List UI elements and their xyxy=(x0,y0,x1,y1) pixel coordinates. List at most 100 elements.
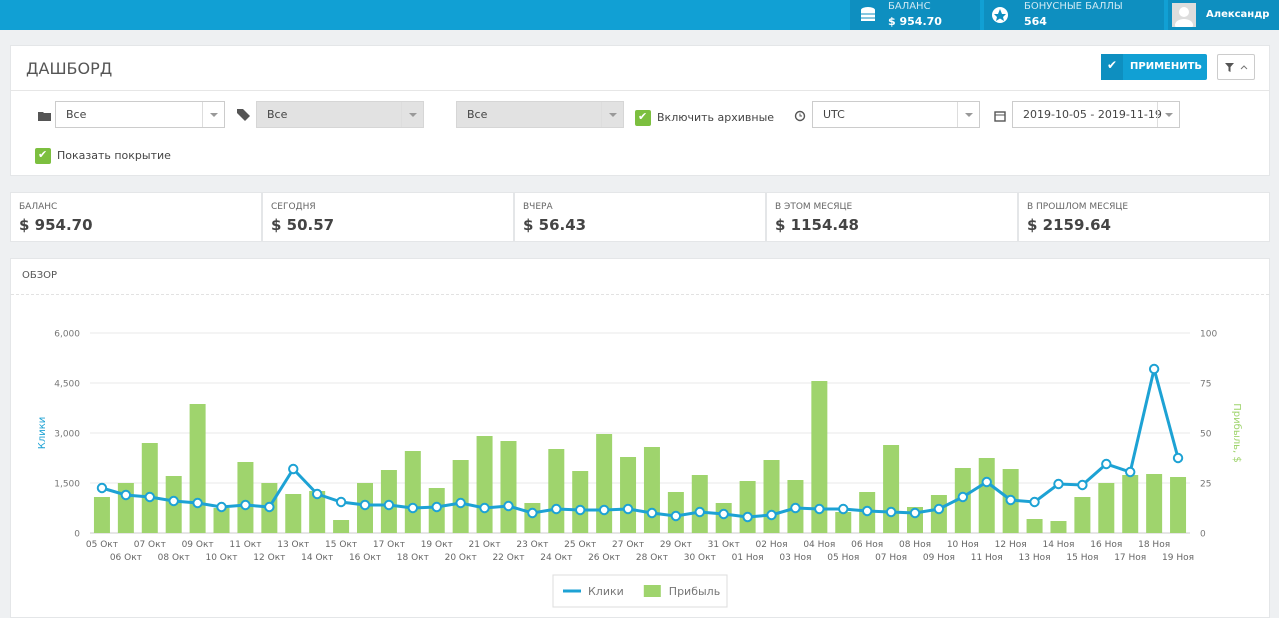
y-tick-label: 1,500 xyxy=(54,480,80,490)
bar xyxy=(237,462,254,533)
x-tick-label: 25 Окт xyxy=(564,540,596,550)
apply-button[interactable]: ✔ ПРИМЕНИТЬ xyxy=(1101,54,1207,80)
point xyxy=(838,503,849,515)
x-tick-label: 28 Окт xyxy=(636,553,668,563)
page-title: ДАШБОРД xyxy=(26,59,113,78)
overview-panel: ОБЗОР xyxy=(10,258,1270,618)
y-tick-label: 0 xyxy=(74,530,80,540)
x-tick-label: 14 Окт xyxy=(301,553,333,563)
y2-tick-label: 25 xyxy=(1200,480,1211,490)
y2-tick-label: 100 xyxy=(1200,330,1217,340)
x-tick-label: 09 Ноя xyxy=(923,553,955,563)
point xyxy=(216,501,227,513)
stat-card: В ПРОШЛОМ МЕСЯЦЕ $ 2159.64 xyxy=(1018,192,1270,242)
date-select[interactable]: 2019-10-05 - 2019-11-19 xyxy=(1012,101,1180,128)
point xyxy=(885,506,897,518)
x-tick-label: 30 Окт xyxy=(684,553,716,563)
bar xyxy=(978,458,995,533)
stat-value: $ 56.43 xyxy=(523,216,587,234)
stat-label: ВЧЕРА xyxy=(523,202,553,212)
x-tick-label: 11 Окт xyxy=(229,540,261,550)
point xyxy=(909,507,921,519)
point xyxy=(718,508,729,520)
point xyxy=(192,497,203,509)
y-tick-label: 3,000 xyxy=(54,430,80,440)
coverage-checkbox[interactable]: ✔ xyxy=(35,148,51,164)
x-tick-label: 29 Окт xyxy=(660,540,692,550)
point xyxy=(1005,494,1016,506)
point xyxy=(455,497,466,509)
x-tick-label: 27 Окт xyxy=(612,540,644,550)
x-tick-label: 12 Ноя xyxy=(995,540,1027,550)
calendar-icon xyxy=(994,111,1006,122)
third-select[interactable]: Все xyxy=(456,101,624,128)
point xyxy=(503,500,514,512)
x-tick-label: 31 Окт xyxy=(708,540,740,550)
select-value: Все xyxy=(66,108,87,121)
x-tick-label: 23 Окт xyxy=(516,540,548,550)
stat-value: $ 954.70 xyxy=(19,216,93,234)
bar xyxy=(452,460,469,533)
bar xyxy=(548,449,565,533)
x-tick-label: 11 Ноя xyxy=(971,553,1003,563)
point xyxy=(288,463,299,475)
x-tick-label: 04 Ноя xyxy=(803,540,835,550)
user-menu[interactable]: Александр xyxy=(1168,0,1279,30)
folder-select[interactable]: Все xyxy=(55,101,225,128)
stat-value: $ 1154.48 xyxy=(775,216,859,234)
bar xyxy=(309,491,326,533)
point xyxy=(168,495,179,507)
x-tick-label: 21 Окт xyxy=(469,540,501,550)
x-tick-label: 06 Окт xyxy=(110,553,142,563)
x-tick-label: 07 Окт xyxy=(134,540,166,550)
bar xyxy=(1122,475,1139,533)
point xyxy=(957,491,969,503)
timezone-select[interactable]: UTC xyxy=(812,101,980,128)
stat-label: В ПРОШЛОМ МЕСЯЦЕ xyxy=(1027,202,1129,212)
x-tick-label: 02 Ноя xyxy=(756,540,788,550)
bar xyxy=(763,460,780,533)
stat-card: СЕГОДНЯ $ 50.57 xyxy=(262,192,514,242)
point xyxy=(981,476,992,488)
bar xyxy=(1170,477,1187,533)
x-tick-label: 16 Окт xyxy=(349,553,381,563)
bar xyxy=(1074,497,1091,533)
x-tick-label: 13 Окт xyxy=(277,540,309,550)
point xyxy=(814,503,825,515)
x-tick-label: 19 Ноя xyxy=(1162,553,1194,563)
stat-card: ВЧЕРА $ 56.43 xyxy=(514,192,766,242)
bar xyxy=(404,451,421,533)
stat-card: В ЭТОМ МЕСЯЦЕ $ 1154.48 xyxy=(766,192,1018,242)
x-tick-label: 08 Ноя xyxy=(899,540,931,550)
select-value: Все xyxy=(267,108,288,121)
point xyxy=(335,496,347,508)
point xyxy=(646,507,658,519)
legend-label: Прибыль xyxy=(669,585,720,598)
point xyxy=(431,501,442,513)
apply-label: ПРИМЕНИТЬ xyxy=(1130,61,1203,72)
x-tick-label: 19 Окт xyxy=(421,540,453,550)
bar xyxy=(572,471,589,533)
balance-widget[interactable]: БАЛАНС $ 954.70 xyxy=(850,0,980,30)
bar xyxy=(500,441,517,533)
y-tick-label: 6,000 xyxy=(54,330,80,340)
x-tick-label: 17 Ноя xyxy=(1114,553,1146,563)
select-value: 2019-10-05 - 2019-11-19 xyxy=(1023,108,1162,121)
stat-label: БАЛАНС xyxy=(19,202,58,212)
bar xyxy=(1050,521,1067,533)
bonus-value: 564 xyxy=(1024,15,1047,28)
point xyxy=(861,505,873,517)
avatar xyxy=(1172,3,1196,27)
point xyxy=(694,506,705,518)
filter-toggle[interactable] xyxy=(1217,54,1255,80)
x-tick-label: 26 Окт xyxy=(588,553,620,563)
point xyxy=(575,504,586,516)
tag-select[interactable]: Все xyxy=(256,101,424,128)
archive-checkbox[interactable]: ✔ xyxy=(635,110,651,126)
bonus-widget[interactable]: БОНУСНЫЕ БАЛЛЫ 564 xyxy=(984,0,1164,30)
point xyxy=(598,504,610,516)
overview-title: ОБЗОР xyxy=(22,270,58,281)
x-tick-label: 20 Окт xyxy=(445,553,477,563)
bar xyxy=(643,447,660,533)
point xyxy=(1172,452,1184,464)
